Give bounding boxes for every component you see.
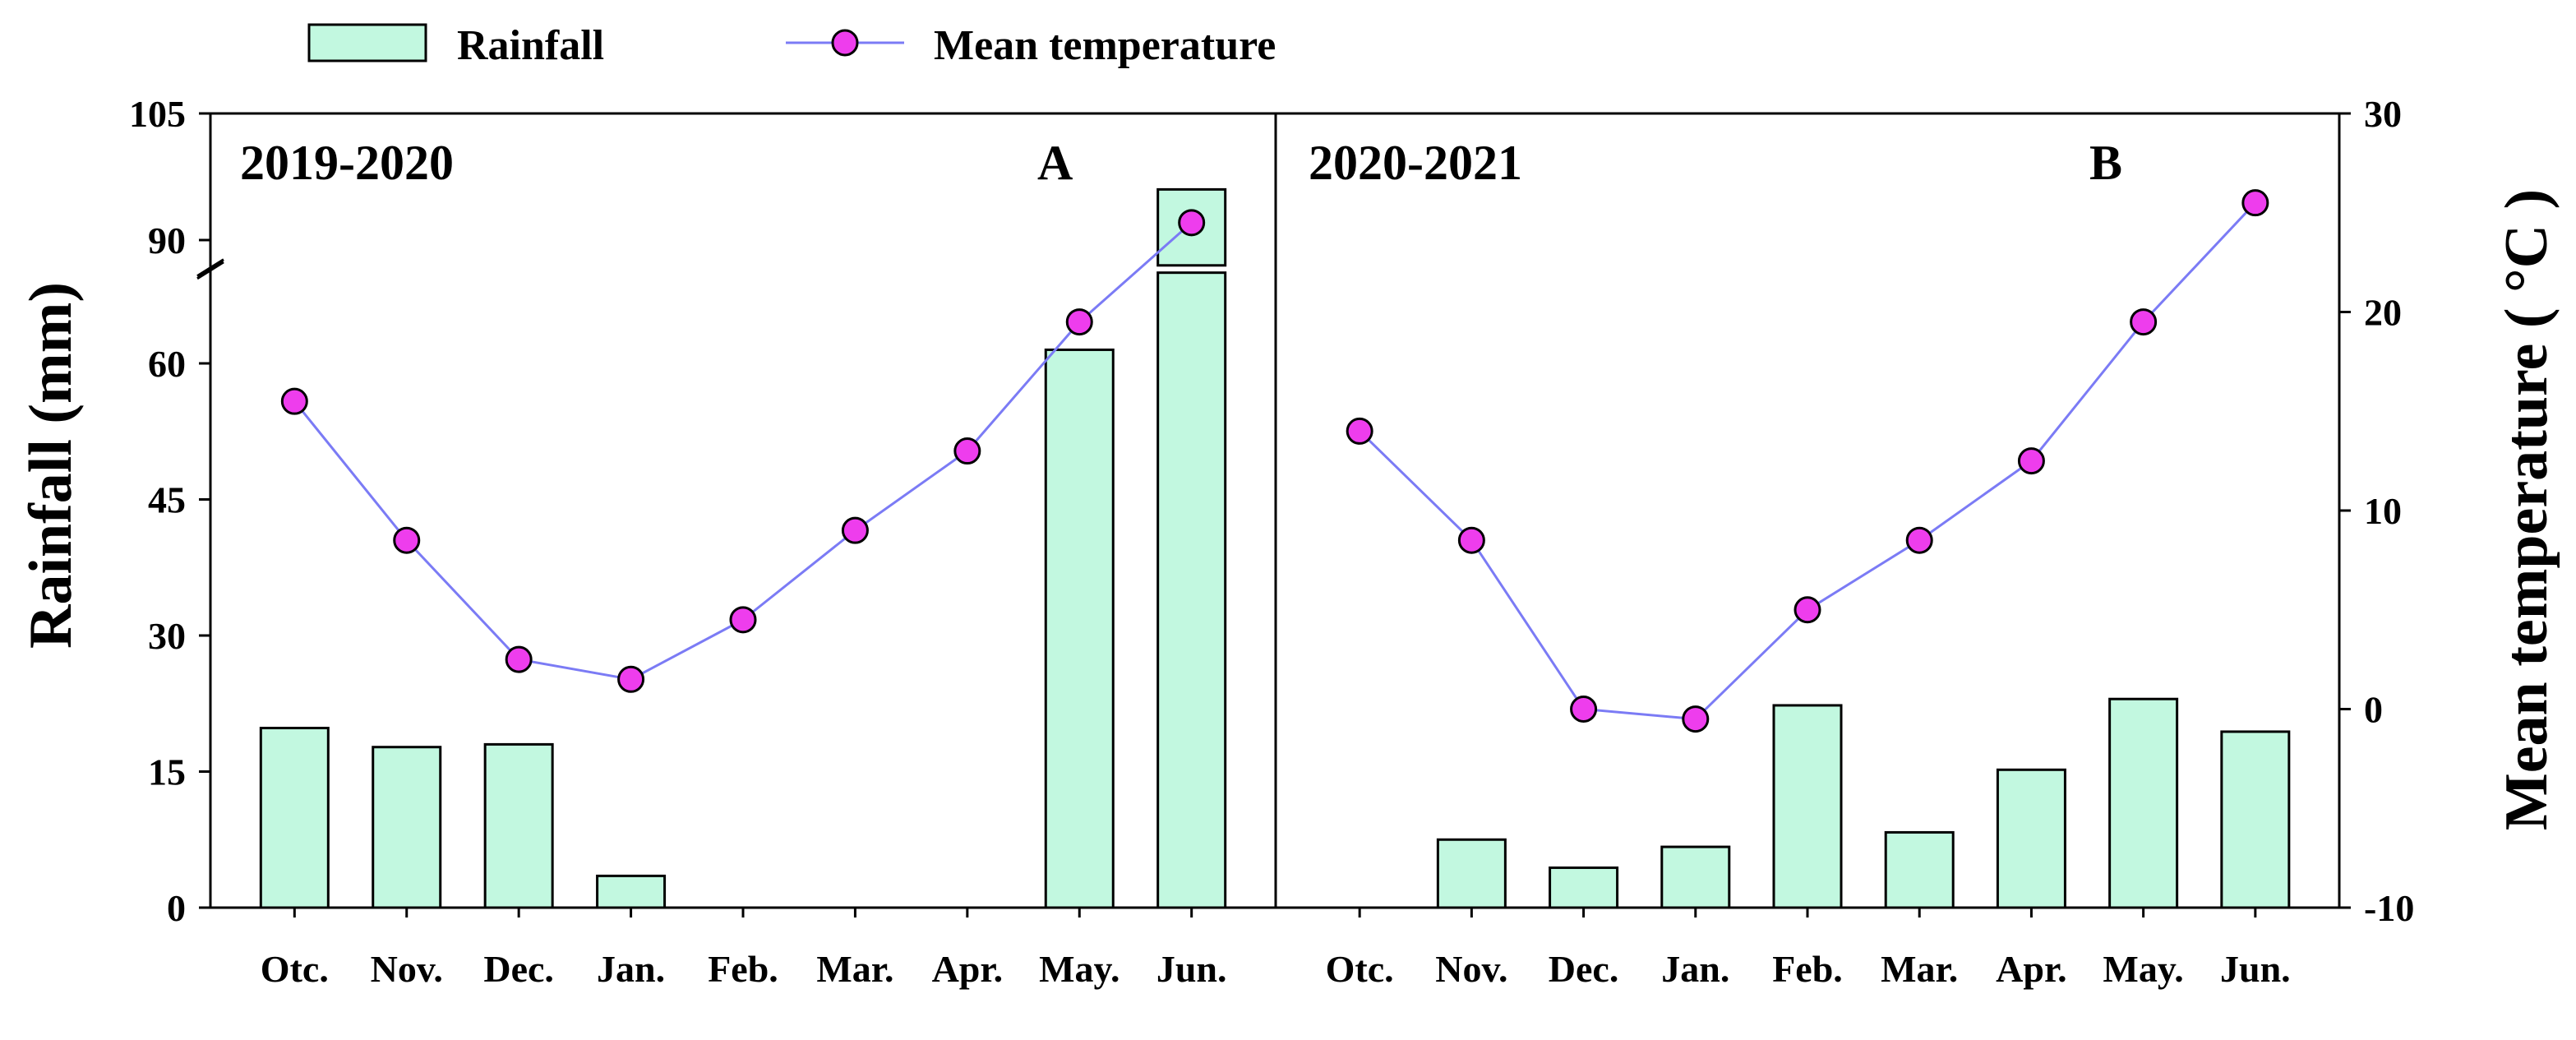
x-tick-label: Otc. — [261, 948, 329, 990]
legend: Rainfall Mean temperature — [307, 22, 1276, 69]
y-right-axis-title: Mean temperature ( °C ) — [2493, 189, 2560, 830]
rainfall-bar — [1660, 845, 1731, 909]
temperature-point — [841, 516, 869, 544]
rainfall-bar — [1996, 768, 2066, 909]
y-left-tick-label: 30 — [148, 615, 186, 657]
x-tick-label: Feb. — [708, 948, 778, 990]
temperature-point — [393, 526, 421, 554]
legend-temperature-marker — [831, 29, 859, 57]
temperature-line — [1359, 201, 2256, 721]
rainfall-bar — [596, 874, 667, 909]
temperature-point — [1178, 209, 1206, 237]
axis-break-mark — [196, 258, 224, 277]
x-tick-label: Otc. — [1326, 948, 1394, 990]
x-tick-label: Apr. — [1996, 948, 2067, 990]
markers-layer — [280, 189, 2269, 733]
x-tick-label: Jan. — [597, 948, 665, 990]
x-tick-label: May. — [1039, 948, 1119, 990]
bars-layer — [259, 187, 2291, 909]
rainfall-bar — [1772, 704, 1843, 909]
axis-break-mark — [196, 261, 224, 280]
temperature-point — [1346, 417, 1373, 445]
y-left-tick-label: 45 — [148, 479, 186, 521]
x-tick-label: Mar. — [816, 948, 893, 990]
y-right-tick-label: -10 — [2364, 887, 2414, 929]
y-right-tick-label: 30 — [2364, 93, 2402, 135]
x-tick-label: Dec. — [1549, 948, 1619, 990]
temperature-point — [1065, 308, 1093, 336]
axes — [196, 112, 2341, 909]
temperature-point — [1457, 526, 1485, 554]
y-left-tick-label: 105 — [129, 93, 186, 135]
rainfall-bar — [372, 746, 442, 909]
rainfall-bar — [1436, 838, 1507, 909]
y-right-tick-label: 20 — [2364, 292, 2402, 334]
y-left-tick-label: 15 — [148, 751, 186, 793]
panel-b-title: 2020-2021 — [1309, 136, 1522, 190]
x-tick-label: Nov. — [1435, 948, 1507, 990]
legend-rainfall-label: Rainfall — [457, 22, 604, 69]
y-left-tick-label: 60 — [148, 343, 186, 385]
temperature-point — [1682, 705, 1710, 733]
temperature-point — [2017, 447, 2045, 475]
rainfall-bar — [1549, 866, 1619, 909]
legend-rainfall-swatch — [307, 23, 427, 62]
temperature-point — [1905, 526, 1933, 554]
rainfall-bar — [1156, 271, 1227, 909]
x-tick-label: Nov. — [371, 948, 443, 990]
rainfall-bar — [1884, 830, 1955, 909]
temperature-point — [280, 387, 308, 415]
x-tick-label: May. — [2103, 948, 2183, 990]
y-right-tick-label: 0 — [2364, 689, 2383, 731]
panel-b-letter: B — [2089, 136, 2122, 190]
x-tick-label: Feb. — [1772, 948, 1843, 990]
temperature-point — [729, 606, 757, 634]
panel-a-letter: A — [1037, 136, 1073, 190]
temperature-point — [2241, 189, 2269, 217]
ticks-layer: 0 15 30 45 60 90 105 -10 0 10 20 30 Otc. Nov. Dec. Jan.… — [129, 93, 2414, 990]
x-tick-label: Dec. — [483, 948, 554, 990]
temperature-point — [617, 665, 645, 693]
x-tick-label: Mar. — [1881, 948, 1958, 990]
y-left-axis-title: Rainfall (mm) — [17, 282, 85, 649]
y-left-tick-label: 90 — [148, 220, 186, 261]
rainfall-bar — [259, 727, 330, 909]
plot-area: 0 15 30 45 60 90 105 -10 0 10 20 30 Otc. Nov. Dec. Jan.… — [129, 93, 2414, 990]
y-left-tick-label: 0 — [167, 887, 186, 929]
x-tick-label: Apr. — [932, 948, 1004, 990]
legend-temperature-label: Mean temperature — [934, 22, 1276, 69]
x-tick-label: Jun. — [1156, 948, 1227, 990]
temperature-point — [2130, 308, 2158, 336]
rainfall-bar — [2108, 697, 2179, 909]
temperature-point — [1570, 696, 1598, 723]
panel-a-title: 2019-2020 — [240, 136, 454, 190]
temperature-point — [505, 645, 533, 673]
x-tick-label: Jan. — [1661, 948, 1729, 990]
rainfall-bar — [2220, 730, 2291, 909]
temperature-point — [1794, 596, 1821, 624]
rainfall-bar — [1044, 348, 1115, 909]
rainfall-bar — [483, 742, 554, 909]
y-right-tick-label: 10 — [2364, 490, 2402, 532]
temperature-point — [953, 437, 981, 465]
x-tick-label: Jun. — [2220, 948, 2291, 990]
